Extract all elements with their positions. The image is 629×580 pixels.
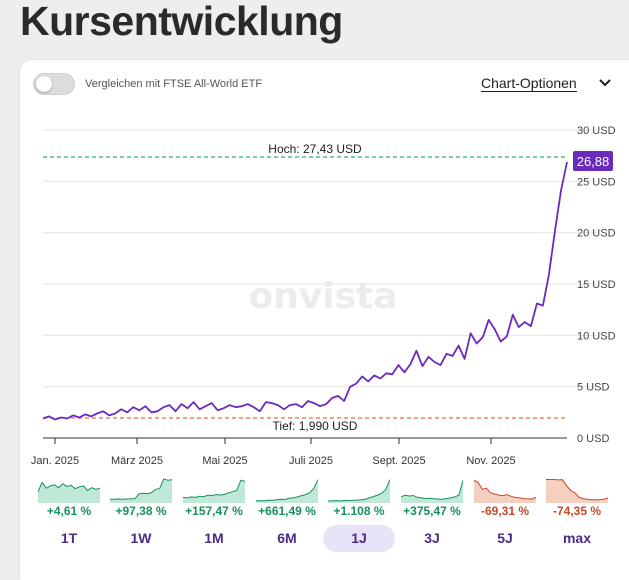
y-tick-label: 15 USD	[577, 279, 616, 291]
high-label: Hoch: 27,43 USD	[268, 142, 362, 156]
y-tick-label: 25 USD	[577, 176, 616, 188]
y-tick-label: 0 USD	[577, 433, 609, 445]
sparkline-line	[328, 479, 390, 502]
sparkline-max[interactable]	[546, 476, 608, 503]
chart-card: Vergleichen mit FTSE All-World ETF Chart…	[20, 60, 629, 580]
range-button-6m[interactable]: 6M	[277, 530, 297, 546]
y-tick-label: 10 USD	[577, 330, 616, 342]
x-tick-label: Juli 2025	[289, 455, 333, 467]
range-button-max[interactable]: max	[562, 530, 592, 546]
sparkline-area	[256, 479, 318, 503]
compare-toggle[interactable]	[33, 73, 75, 95]
toggle-knob	[36, 76, 52, 92]
sparkline-1w[interactable]	[110, 476, 172, 503]
range-change-1j: +1.108 %	[333, 504, 385, 518]
range-change-1w: +97,38 %	[115, 504, 167, 518]
sparkline-area	[110, 479, 172, 503]
watermark: onvista	[248, 276, 397, 317]
range-button-1m[interactable]: 1M	[204, 530, 224, 546]
sparkline-line	[546, 479, 608, 501]
price-line	[42, 161, 568, 421]
sparkline-area	[401, 480, 463, 503]
sparkline-line	[183, 479, 245, 499]
range-change-1t: +4,61 %	[46, 504, 92, 518]
range-button-1w[interactable]: 1W	[130, 530, 152, 546]
sparkline-3j[interactable]	[401, 476, 463, 503]
page-title: Kursentwicklung	[20, 0, 343, 44]
range-change-max: -74,35 %	[552, 504, 602, 518]
range-button-5j[interactable]: 5J	[497, 530, 513, 546]
range-change-5j: -69,31 %	[480, 504, 530, 518]
sparkline-1j[interactable]	[328, 476, 390, 503]
y-tick-label: 30 USD	[577, 125, 616, 137]
x-tick-label: Nov. 2025	[466, 455, 515, 467]
sparkline-line	[401, 480, 463, 500]
last-price-label: 26,88	[577, 154, 610, 169]
chart-options-button[interactable]: Chart-Optionen	[481, 75, 577, 92]
y-tick-label: 20 USD	[577, 228, 616, 240]
compare-label: Vergleichen mit FTSE All-World ETF	[85, 78, 263, 90]
range-button-3j[interactable]: 3J	[424, 530, 440, 546]
sparkline-1t[interactable]	[38, 476, 100, 503]
sparkline-1m[interactable]	[183, 476, 245, 503]
sparkline-5j[interactable]	[474, 476, 536, 503]
last-price-badge	[573, 151, 613, 171]
x-tick-label: März 2025	[111, 455, 163, 467]
low-label-bg	[266, 419, 364, 433]
range-button-1j[interactable]: 1J	[323, 525, 395, 552]
chevron-down-icon[interactable]	[598, 77, 612, 89]
sparkline-area	[183, 480, 245, 503]
sparkline-6m[interactable]	[256, 476, 318, 503]
sparkline-line	[110, 478, 172, 500]
sparkline-line	[256, 479, 318, 502]
sparkline-area	[474, 480, 536, 503]
x-tick-label: Jan. 2025	[31, 455, 79, 467]
sparkline-area	[546, 479, 608, 503]
range-change-3j: +375,47 %	[403, 504, 461, 518]
range-button-1t[interactable]: 1T	[60, 530, 78, 546]
x-tick-label: Sept. 2025	[372, 455, 425, 467]
range-change-6m: +661,49 %	[258, 504, 316, 518]
x-tick-label: Mai 2025	[202, 455, 247, 467]
range-change-1m: +157,47 %	[185, 504, 243, 518]
y-tick-label: 5 USD	[577, 382, 609, 394]
low-label: Tief: 1,990 USD	[273, 419, 358, 433]
sparkline-line	[38, 481, 100, 492]
sparkline-area	[328, 479, 390, 503]
sparkline-line	[474, 479, 536, 500]
